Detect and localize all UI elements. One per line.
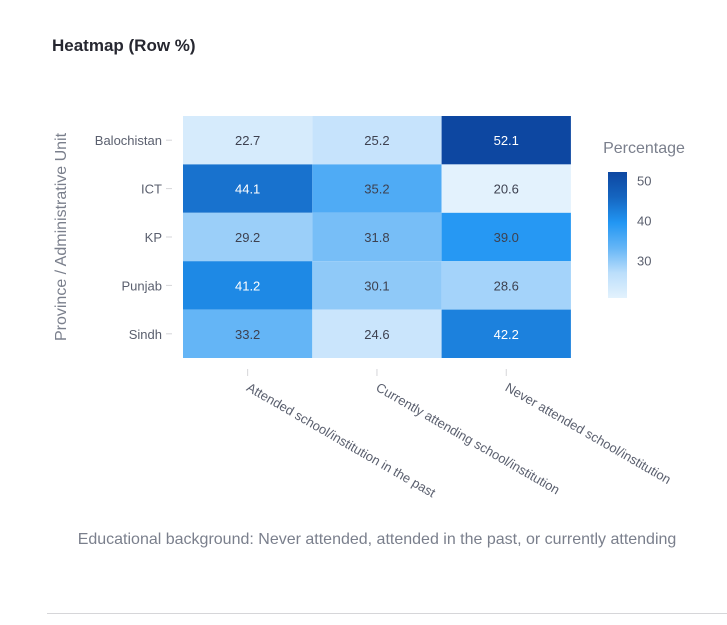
cell-value-label: 30.1 xyxy=(364,278,389,293)
colorbar-tick-label: 40 xyxy=(637,213,651,228)
colorbar-title: Percentage xyxy=(603,140,685,157)
heatmap-cell xyxy=(312,261,442,310)
colorbar xyxy=(608,172,627,298)
cell-value-label: 22.7 xyxy=(235,133,260,148)
cell-value-label: 39.0 xyxy=(494,230,519,245)
colorbar-ticks: 30 40 50 xyxy=(637,173,651,268)
y-tick-labels: Balochistan ICT KP Punjab Sindh xyxy=(95,133,172,342)
cell-value-label: 28.6 xyxy=(494,278,519,293)
heatmap-cells: 22.7 25.2 52.1 44.1 35.2 20.6 29.2 31.8 39.0 41.2… xyxy=(183,116,571,358)
heatmap-cell xyxy=(183,212,313,262)
heatmap-cell xyxy=(183,261,313,310)
y-tick-label: KP xyxy=(145,230,162,245)
cell-value-label: 25.2 xyxy=(364,133,389,148)
heatmap-cell xyxy=(183,309,313,358)
heatmap-cell xyxy=(441,116,571,165)
cell-value-label: 44.1 xyxy=(235,182,260,197)
cell-value-label: 41.2 xyxy=(235,278,260,293)
heatmap-cell xyxy=(312,212,442,262)
chart-title: Heatmap (Row %) xyxy=(52,36,196,55)
y-tick-label: Punjab xyxy=(122,278,162,293)
heatmap-cell xyxy=(312,309,442,358)
cell-value-label: 42.2 xyxy=(494,327,519,342)
cell-value-label: 29.2 xyxy=(235,230,260,245)
heatmap-cell xyxy=(312,164,442,213)
cell-value-label: 35.2 xyxy=(364,182,389,197)
colorbar-tick-label: 50 xyxy=(637,173,651,188)
y-tick-label: Sindh xyxy=(129,327,162,342)
cell-value-label: 20.6 xyxy=(494,182,519,197)
heatmap-cell xyxy=(441,309,571,358)
heatmap-cell xyxy=(441,212,571,262)
heatmap-cell xyxy=(441,261,571,310)
cell-value-label: 31.8 xyxy=(364,230,389,245)
cell-value-label: 24.6 xyxy=(364,327,389,342)
y-tick-label: Balochistan xyxy=(95,133,162,148)
heatmap-cell xyxy=(183,164,313,213)
cell-value-label: 33.2 xyxy=(235,327,260,342)
y-tick-label: ICT xyxy=(141,182,162,197)
x-tick-labels: Attended school/institution in the pastC… xyxy=(244,369,674,500)
divider xyxy=(47,613,727,614)
heatmap-cell xyxy=(312,116,442,165)
x-axis-title: Educational background: Never attended, … xyxy=(78,531,677,548)
heatmap-cell xyxy=(441,164,571,213)
heatmap-cell xyxy=(183,116,313,165)
colorbar-tick-label: 30 xyxy=(637,253,651,268)
cell-value-label: 52.1 xyxy=(494,133,519,148)
y-axis-title: Province / Administrative Unit xyxy=(53,132,70,341)
